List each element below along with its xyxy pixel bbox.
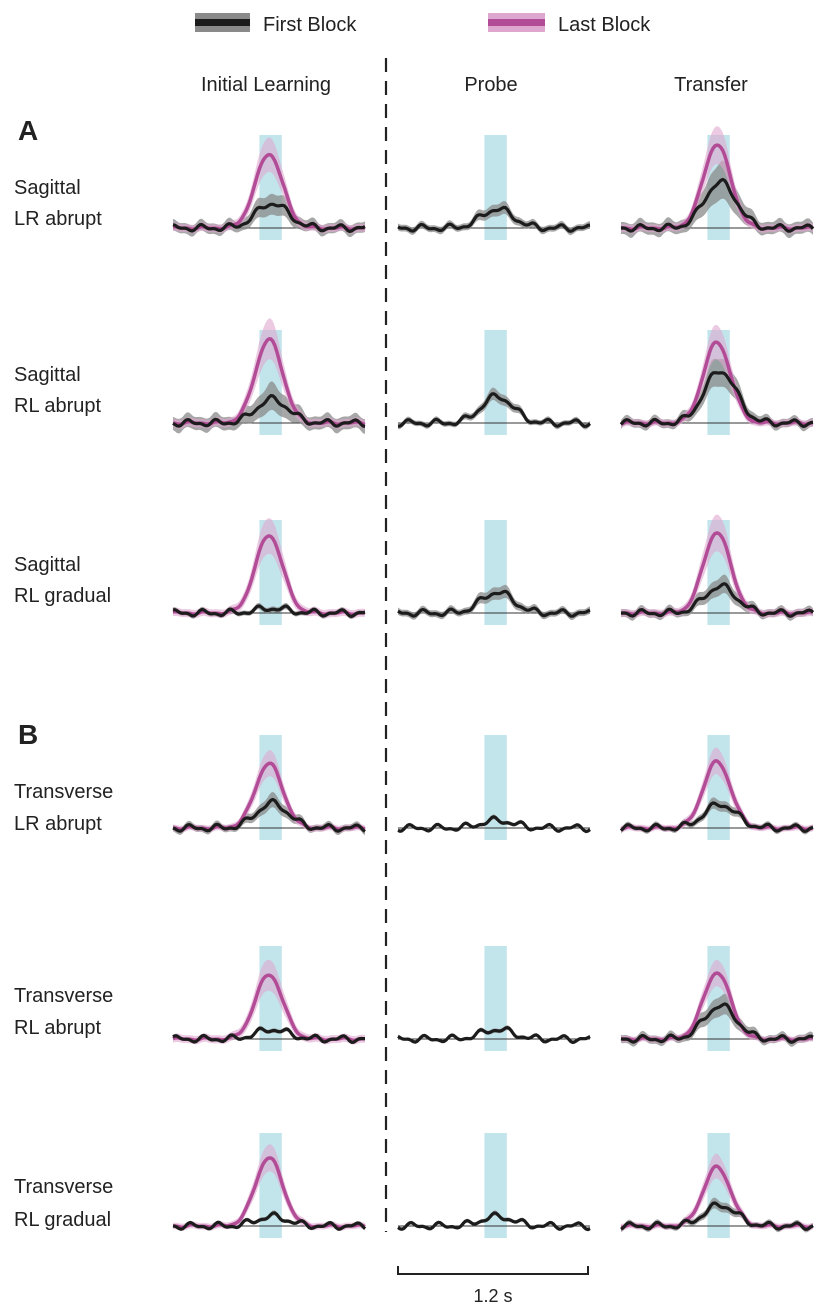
row-label-line2: LR abrupt: [14, 208, 102, 230]
trace-cell: [397, 330, 592, 435]
row-label-line1: Sagittal: [14, 364, 81, 386]
row-label-line2: RL gradual: [14, 585, 111, 607]
last-block-sd-band: [173, 518, 365, 619]
row-label-line2: LR abrupt: [14, 813, 102, 835]
first-block-line: [397, 1211, 591, 1232]
first-block-line: [397, 815, 591, 834]
response-window-highlight: [484, 135, 507, 240]
response-window-highlight: [484, 330, 507, 435]
first-block-line: [172, 604, 366, 618]
legend-label-last-block: Last Block: [558, 14, 651, 36]
row-label-line1: Sagittal: [14, 177, 81, 199]
trace-cell: [397, 135, 591, 240]
trace-cell: [619, 735, 814, 840]
first-block-sd-band: [398, 387, 590, 430]
row-label-line2: RL gradual: [14, 1209, 111, 1231]
first-block-line: [619, 801, 814, 833]
column-header-transfer: Transfer: [674, 74, 748, 96]
legend-item-first-block: First Block: [195, 13, 357, 36]
row-label-line1: Transverse: [14, 1176, 113, 1198]
first-block-line: [172, 394, 366, 429]
first-block-line: [620, 1201, 814, 1231]
scale-bar-label: 1.2 s: [473, 1286, 512, 1306]
trace-cell: [172, 518, 366, 625]
first-block-sd-band: [621, 160, 813, 238]
response-window-highlight: [484, 946, 507, 1051]
trace-cell: [620, 514, 815, 625]
panel-letter-a: A: [18, 115, 38, 146]
response-window-highlight: [484, 520, 507, 625]
response-window-highlight: [484, 735, 507, 840]
trace-cell: [397, 520, 591, 625]
legend-swatch-last-block-line: [488, 19, 545, 26]
legend-item-last-block: Last Block: [488, 13, 651, 36]
panel-letter-b: B: [18, 719, 38, 750]
row-label-line1: Transverse: [14, 985, 113, 1007]
first-block-line: [397, 1026, 591, 1044]
column-header-initial-learning: Initial Learning: [201, 74, 331, 96]
row-label-line2: RL abrupt: [14, 1017, 102, 1039]
first-block-line: [397, 392, 592, 428]
response-window-highlight: [484, 1133, 507, 1238]
last-block-sd-band: [621, 324, 813, 429]
trace-cell: [397, 946, 591, 1051]
legend-swatch-first-block-line: [195, 19, 250, 26]
last-block-sd-band: [173, 137, 365, 234]
last-block-sd-band: [621, 514, 813, 619]
scale-bar: 1.2 s: [397, 1266, 589, 1306]
trace-cell: [619, 324, 814, 435]
trace-cell: [620, 1133, 814, 1238]
legend: First Block Last Block: [195, 13, 651, 36]
trace-cell: [172, 318, 366, 435]
trace-cell: [172, 135, 366, 240]
trace-cells: [172, 126, 815, 1238]
first-block-line: [620, 1002, 814, 1044]
first-block-line: [172, 202, 366, 233]
row-label-line1: Sagittal: [14, 554, 81, 576]
first-block-line: [172, 797, 366, 833]
column-header-probe: Probe: [464, 74, 517, 96]
trace-cell: [397, 735, 591, 840]
row-label-line1: Transverse: [14, 781, 113, 803]
trace-cell: [172, 735, 366, 840]
first-block-line: [620, 582, 815, 618]
trace-cell: [172, 946, 365, 1051]
first-block-line: [397, 589, 591, 618]
trace-cell: [172, 1133, 367, 1238]
first-block-line: [619, 371, 814, 428]
row-label-line2: RL abrupt: [14, 395, 102, 417]
legend-label-first-block: First Block: [263, 14, 357, 36]
row-labels: Sagittal LR abrupt Sagittal RL abrupt Sa…: [14, 177, 113, 1231]
trace-cell: [397, 1133, 591, 1238]
first-block-line: [397, 205, 591, 233]
first-block-sd-band: [621, 993, 813, 1047]
first-block-line: [172, 1211, 367, 1231]
trace-cell: [620, 946, 814, 1051]
first-block-line: [620, 177, 815, 233]
trace-cell: [620, 126, 815, 240]
last-block-sd-band: [621, 126, 813, 234]
first-block-line: [172, 1026, 365, 1044]
